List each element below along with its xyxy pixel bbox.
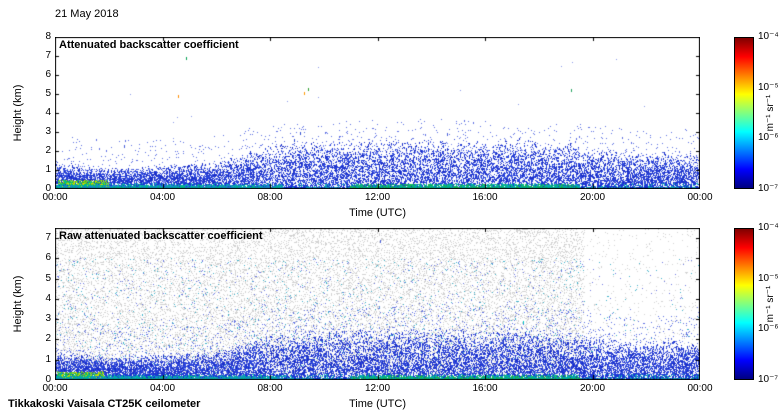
x-axis-label: Time (UTC) bbox=[348, 398, 407, 410]
x-axis-label: Time (UTC) bbox=[348, 207, 407, 219]
y-tick-label: 1 bbox=[45, 353, 51, 365]
date-label: 21 May 2018 bbox=[55, 8, 119, 20]
y-tick-label: 0 bbox=[45, 374, 51, 385]
x-tick-label: 20:00 bbox=[579, 383, 606, 394]
colorbar-unit-label: m⁻¹ sr⁻¹ bbox=[765, 285, 776, 323]
y-tick-label: 5 bbox=[45, 272, 51, 284]
y-tick-label: 2 bbox=[45, 333, 51, 345]
x-tick-label: 12:00 bbox=[364, 192, 391, 203]
y-tick-label: 7 bbox=[45, 232, 51, 244]
y-tick-label: 6 bbox=[45, 69, 51, 80]
colorbar-gradient bbox=[734, 228, 754, 380]
raw-attenuated-backscatter-plot bbox=[55, 228, 700, 380]
colorbar-tick-label: 10⁻⁴ bbox=[758, 222, 779, 233]
plot-title: Attenuated backscatter coefficient bbox=[59, 39, 239, 51]
instrument-label: Tikkakoski Vaisala CT25K ceilometer bbox=[8, 398, 201, 410]
y-axis-label: Height (km) bbox=[12, 275, 24, 333]
y-axis-label: Height (km) bbox=[12, 84, 24, 142]
x-tick-label: 00:00 bbox=[42, 383, 68, 394]
x-tick-label: 08:00 bbox=[257, 383, 283, 394]
y-tick-label: 4 bbox=[45, 107, 51, 118]
colorbar-tick-label: 10⁻⁶ bbox=[758, 323, 779, 335]
colorbar-unit-label: m⁻¹ sr⁻¹ bbox=[765, 94, 776, 132]
colorbar-tick-label: 10⁻⁶ bbox=[758, 132, 779, 144]
x-tick-label: 04:00 bbox=[149, 192, 176, 203]
x-tick-label: 12:00 bbox=[364, 383, 391, 394]
y-tick-label: 1 bbox=[45, 164, 51, 175]
y-tick-label: 3 bbox=[45, 313, 51, 325]
attenuated-backscatter-plot bbox=[55, 37, 700, 189]
y-tick-label: 8 bbox=[45, 31, 51, 42]
colorbar-tick-label: 10⁻⁷ bbox=[758, 374, 779, 385]
x-tick-label: 00:00 bbox=[687, 383, 713, 394]
colorbar-gradient bbox=[734, 37, 754, 189]
panel-raw-attenuated-backscatter: Raw attenuated backscatter coefficient H… bbox=[0, 222, 780, 420]
y-tick-label: 7 bbox=[45, 50, 51, 61]
x-tick-label: 16:00 bbox=[472, 192, 498, 203]
x-tick-label: 16:00 bbox=[472, 383, 498, 394]
x-tick-label: 08:00 bbox=[257, 192, 283, 203]
colorbar: 10⁻⁴ 10⁻⁵ 10⁻⁶ 10⁻⁷ m⁻¹ sr⁻¹ bbox=[734, 31, 780, 194]
x-tick-label: 04:00 bbox=[149, 383, 176, 394]
x-tick-label: 00:00 bbox=[687, 192, 713, 203]
colorbar-tick-label: 10⁻⁵ bbox=[758, 81, 779, 93]
plot-title: Raw attenuated backscatter coefficient bbox=[59, 230, 263, 242]
y-tick-label: 0 bbox=[45, 183, 51, 194]
x-tick-label: 00:00 bbox=[42, 192, 68, 203]
y-tick-label: 3 bbox=[45, 126, 51, 137]
y-tick-label: 2 bbox=[45, 145, 51, 156]
y-tick-label: 6 bbox=[45, 252, 51, 264]
y-tick-label: 5 bbox=[45, 88, 51, 99]
colorbar-tick-label: 10⁻⁵ bbox=[758, 272, 779, 284]
x-tick-label: 20:00 bbox=[579, 192, 606, 203]
colorbar-tick-label: 10⁻⁷ bbox=[758, 183, 779, 194]
colorbar: 10⁻⁴ 10⁻⁵ 10⁻⁶ 10⁻⁷ m⁻¹ sr⁻¹ bbox=[734, 222, 780, 385]
y-tick-label: 4 bbox=[45, 292, 51, 304]
colorbar-tick-label: 10⁻⁴ bbox=[758, 31, 779, 42]
panel-attenuated-backscatter: Attenuated backscatter coefficient Heigh… bbox=[0, 31, 780, 229]
